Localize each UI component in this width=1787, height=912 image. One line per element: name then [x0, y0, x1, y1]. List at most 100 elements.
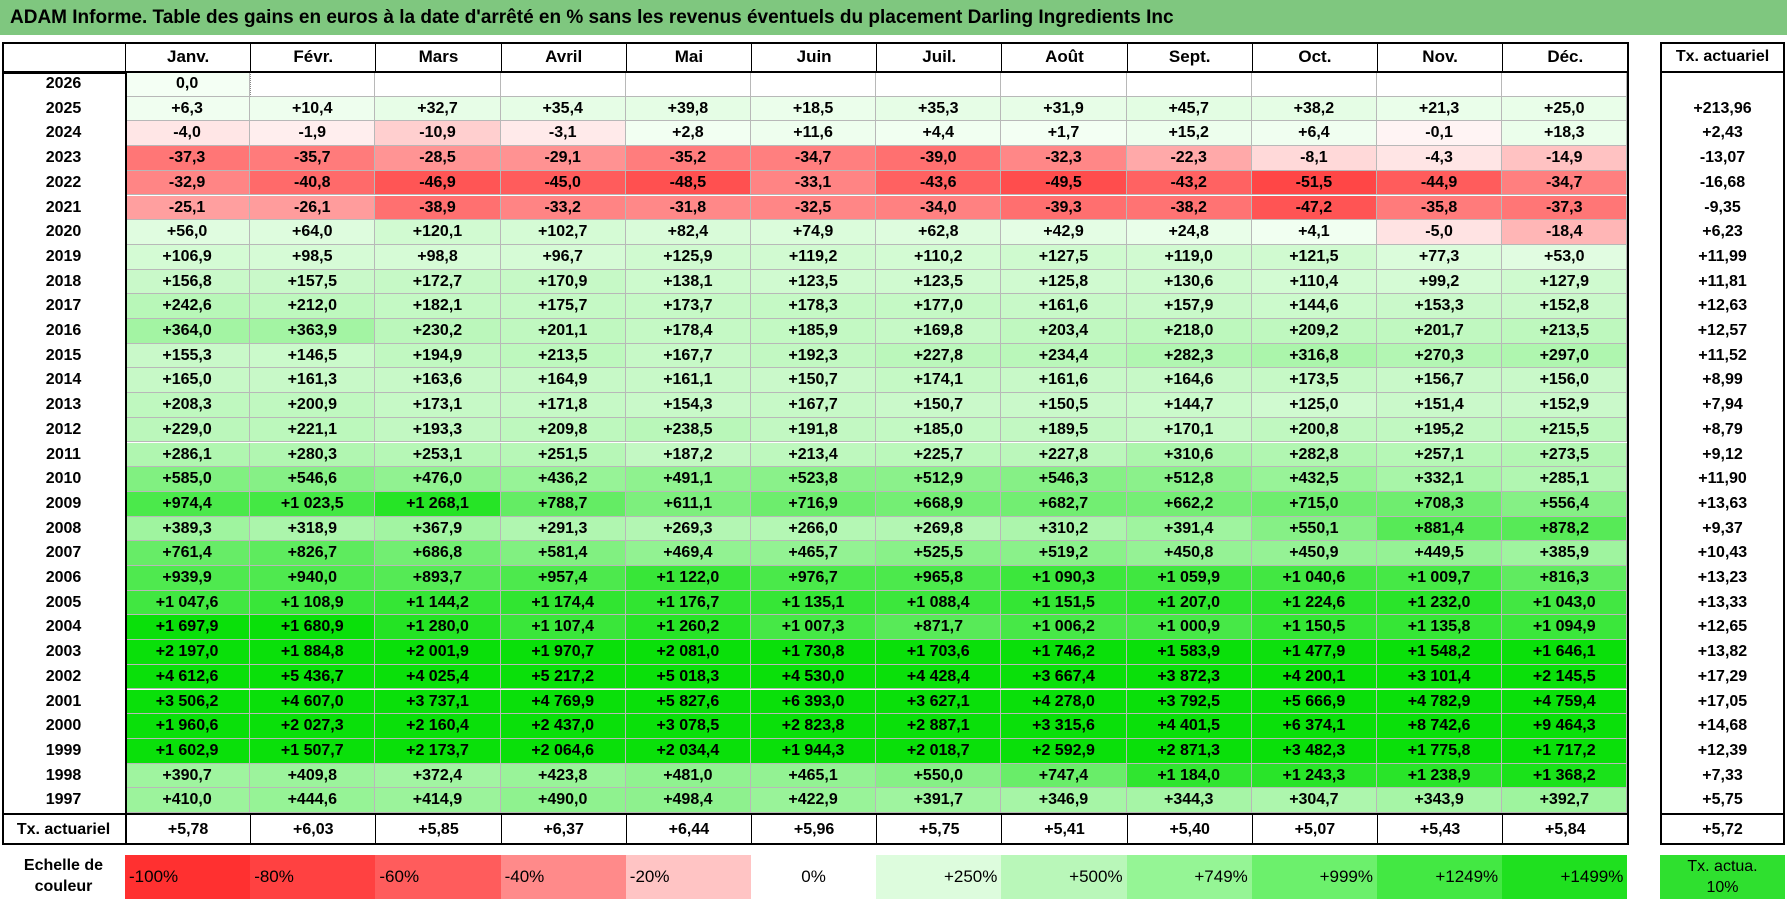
table-cell: +18,5	[751, 96, 877, 122]
table-cell: -37,3	[125, 146, 251, 171]
table-cell: +878,2	[1502, 516, 1628, 542]
table-cell: +476,0	[375, 467, 501, 492]
rate-cell: +8,79	[1702, 420, 1743, 438]
table-cell: +2 064,6	[500, 738, 626, 764]
table-cell: +286,1	[125, 442, 251, 468]
table-cell: +251,5	[500, 442, 626, 468]
table-cell: +432,5	[1251, 467, 1377, 492]
table-cell: +465,7	[751, 541, 877, 566]
year-label: 2022	[45, 173, 82, 191]
table-cell: +161,1	[625, 368, 751, 394]
table-cell: +316,8	[1251, 343, 1377, 369]
table-cell: +161,6	[1001, 294, 1127, 319]
year-label: 2013	[45, 396, 82, 414]
table-cell: 0,0	[125, 72, 251, 97]
rate-cell	[1660, 72, 1785, 97]
table-cell: +1 697,9	[125, 615, 251, 641]
year-label: 1999	[45, 741, 82, 759]
footer-divider	[2, 813, 1630, 815]
footer-cell: +5,43	[1377, 815, 1502, 845]
table-cell: -22,3	[1126, 146, 1252, 171]
scale-swatch: -100%	[125, 855, 251, 899]
table-cell: +3 667,4	[1001, 664, 1127, 690]
year-label: 2020	[45, 223, 82, 241]
table-cell	[625, 72, 751, 97]
scale-swatch: 0%	[751, 855, 877, 899]
table-cell: +4,1	[1251, 220, 1377, 245]
table-cell: +1 477,9	[1251, 640, 1377, 665]
month-header: Sept.	[1126, 42, 1252, 71]
table-cell: +270,3	[1377, 343, 1503, 369]
table-cell: -39,3	[1001, 195, 1127, 221]
table-cell: +155,3	[125, 343, 251, 369]
table-cell: -25,1	[125, 195, 251, 221]
table-cell: +39,8	[625, 96, 751, 122]
table-cell: +1 043,0	[1502, 590, 1628, 616]
table-cell: +1 184,0	[1126, 763, 1252, 789]
table-cell: +8 742,6	[1377, 714, 1503, 739]
table-cell: +450,8	[1126, 541, 1252, 566]
table-cell: +581,4	[500, 541, 626, 566]
table-cell: +390,7	[125, 763, 251, 789]
table-cell: +1 243,3	[1251, 763, 1377, 789]
table-cell: +229,0	[125, 417, 251, 443]
table-cell: +662,2	[1126, 491, 1252, 517]
table-cell: +512,9	[876, 467, 1002, 492]
table-cell: +282,3	[1126, 343, 1252, 369]
table-cell: +253,1	[375, 442, 501, 468]
year-label: 2009	[45, 494, 82, 512]
table-cell: +2 160,4	[375, 714, 501, 739]
table-cell: +130,6	[1126, 269, 1252, 295]
table-cell: +173,7	[625, 294, 751, 319]
table-cell: +56,0	[125, 220, 251, 245]
scale-label: Echelle de couleur	[23, 857, 104, 895]
table-cell: +285,1	[1502, 467, 1628, 492]
month-header: Févr.	[250, 42, 375, 71]
month-header: Nov.	[1377, 42, 1502, 71]
table-cell: +2,8	[625, 121, 751, 147]
table-cell: +310,2	[1001, 516, 1127, 542]
table-cell: +490,0	[500, 788, 626, 813]
table-cell: +550,1	[1251, 516, 1377, 542]
rate-cell: -9,35	[1704, 198, 1741, 216]
table-cell: +1 730,8	[751, 640, 877, 665]
table-cell: +42,9	[1001, 220, 1127, 245]
table-cell: +242,6	[125, 294, 251, 319]
table-cell: +668,9	[876, 491, 1002, 517]
header-divider	[2, 71, 1630, 73]
table-cell: +120,1	[375, 220, 501, 245]
table-cell: +4 200,1	[1251, 664, 1377, 690]
table-cell: -10,9	[375, 121, 501, 147]
table-cell: -32,9	[125, 170, 251, 196]
table-cell: +1 507,7	[250, 738, 376, 764]
table-cell: +4 769,9	[500, 689, 626, 715]
table-cell: +110,2	[876, 244, 1002, 270]
table-cell: +1 680,9	[250, 615, 376, 641]
table-cell: +1 009,7	[1377, 566, 1503, 591]
year-label: 2001	[45, 692, 82, 710]
year-label: 1997	[45, 791, 82, 809]
table-cell: -43,2	[1126, 170, 1252, 196]
table-cell: -0,1	[1377, 121, 1503, 147]
table-cell: +414,9	[375, 788, 501, 813]
rate-cell: +13,23	[1697, 569, 1748, 586]
table-cell: +157,5	[250, 269, 376, 295]
table-cell: +1 268,1	[375, 491, 501, 517]
table-cell: +3 792,5	[1126, 689, 1252, 715]
table-cell: +422,9	[751, 788, 877, 813]
table-cell: +1 088,4	[876, 590, 1002, 616]
table-cell: +1 135,8	[1377, 615, 1503, 641]
month-header: Mars	[375, 42, 500, 71]
scale-swatch: +749%	[1126, 855, 1252, 899]
table-cell: -14,9	[1502, 146, 1628, 171]
table-cell: -34,0	[876, 195, 1002, 221]
table-cell: +826,7	[250, 541, 376, 566]
table-cell: +2 437,0	[500, 714, 626, 739]
year-label: 2003	[45, 643, 82, 661]
table-cell: +213,5	[1502, 319, 1628, 344]
table-cell: +200,8	[1251, 417, 1377, 443]
month-header: Avril	[500, 42, 626, 71]
rate-cell: +2,43	[1702, 124, 1743, 142]
year-label: 2007	[45, 544, 82, 562]
table-cell: +1 646,1	[1502, 640, 1628, 665]
